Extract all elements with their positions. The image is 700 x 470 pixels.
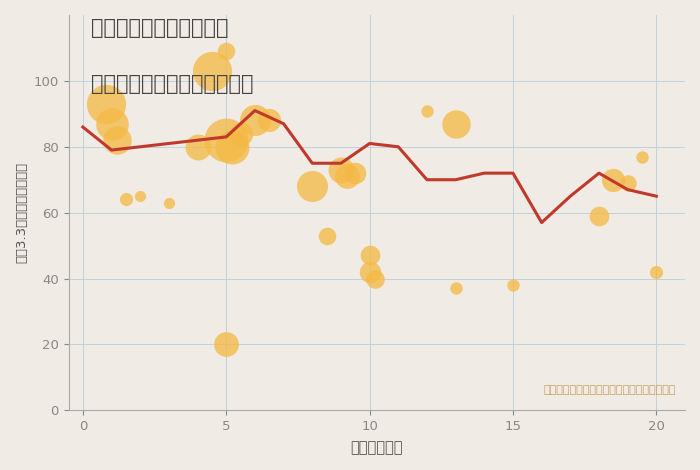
Point (220, 136, 232, 144)
Point (220, 341, 232, 348)
Point (341, 172, 352, 180)
Text: 三重県津市安濃町戸島の: 三重県津市安濃町戸島の (91, 17, 228, 38)
Point (364, 268, 375, 276)
Point (651, 268, 662, 276)
Point (206, 67, 218, 75)
Point (350, 169, 361, 177)
Point (112, 136, 123, 144)
Y-axis label: 坪（3.3㎡）単価（万円）: 坪（3.3㎡）単価（万円） (15, 162, 28, 263)
Point (264, 117, 275, 124)
Text: 駅距離別中古マンション価格: 駅距離別中古マンション価格 (91, 74, 253, 94)
Point (134, 192, 146, 200)
Point (106, 120, 117, 127)
Point (220, 47, 232, 55)
Point (450, 120, 461, 127)
Point (321, 232, 332, 240)
Point (421, 107, 433, 114)
X-axis label: 駅距離（分）: 駅距離（分） (351, 440, 403, 455)
Point (235, 130, 246, 137)
Point (120, 196, 132, 203)
Point (636, 153, 648, 160)
Point (226, 143, 237, 150)
Point (508, 282, 519, 289)
Point (594, 212, 605, 219)
Point (450, 285, 461, 292)
Point (100, 100, 111, 108)
Point (249, 117, 260, 124)
Point (192, 143, 203, 150)
Point (364, 252, 375, 259)
Point (307, 182, 318, 190)
Point (370, 275, 381, 282)
Text: 円の大きさは、取引のあった物件面積を示す: 円の大きさは、取引のあった物件面積を示す (543, 384, 676, 394)
Point (608, 176, 619, 183)
Point (622, 179, 634, 187)
Point (335, 166, 346, 173)
Point (163, 199, 174, 206)
